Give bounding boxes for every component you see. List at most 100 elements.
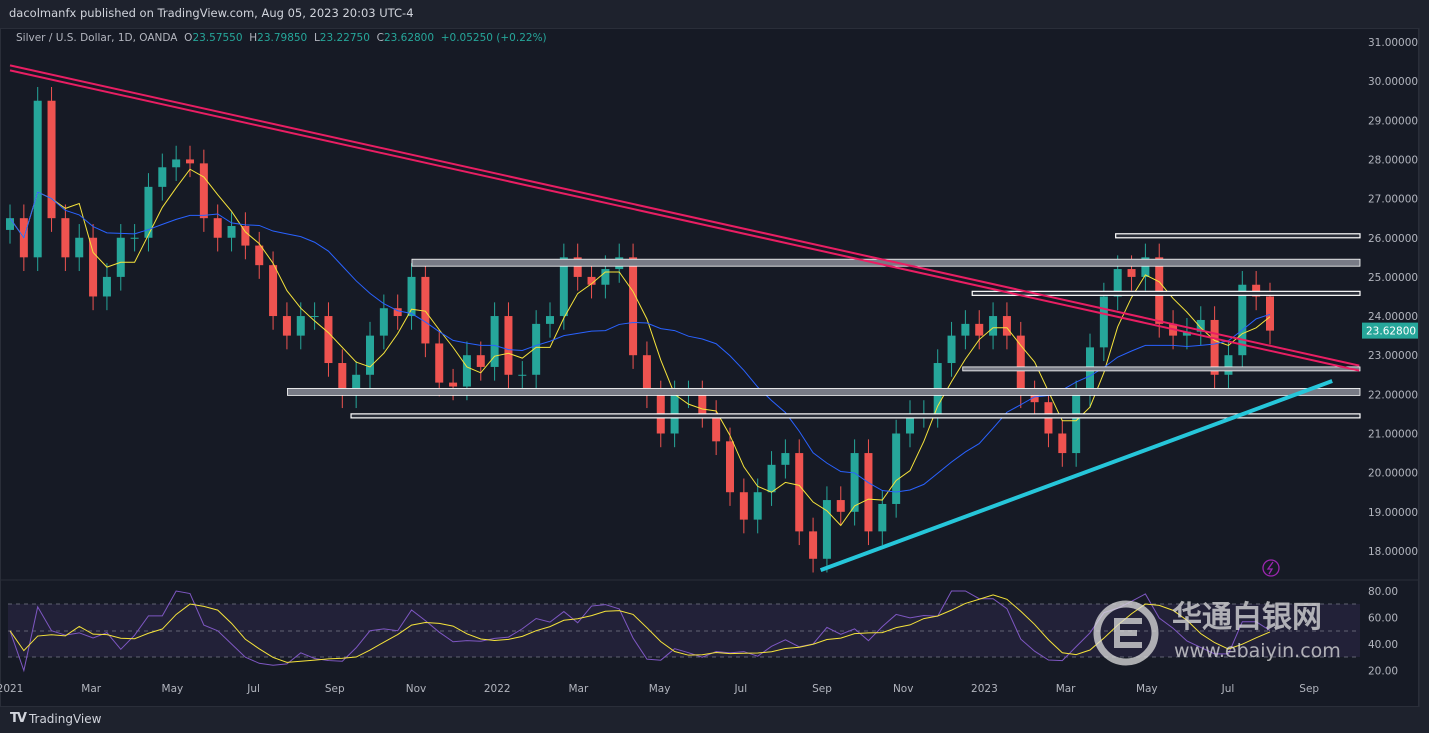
watermark: 华通白银网 www.ebaiyin.com (1090, 598, 1355, 668)
candle (393, 308, 402, 317)
time-tick-label: May (1136, 683, 1158, 695)
candle (379, 308, 388, 336)
candle (559, 257, 568, 317)
candle (130, 237, 139, 239)
rsi-tick-label: 60.00 (1368, 613, 1398, 625)
candle (1155, 257, 1164, 324)
candle (573, 257, 582, 277)
candle (836, 500, 845, 512)
tradingview-footer[interactable]: TV TradingView (10, 711, 101, 726)
candle (1182, 331, 1191, 336)
price-tick-label: 31.00000 (1368, 37, 1418, 49)
time-tick-label: Jul (733, 683, 747, 695)
time-tick-label: Sep (325, 683, 345, 695)
candle (1030, 394, 1039, 403)
price-tick-label: 28.00000 (1368, 154, 1418, 166)
last-price-label: 23.62800 (1366, 326, 1416, 338)
time-tick-label: Mar (81, 683, 101, 695)
high-label: H (249, 32, 258, 44)
last-price-badge (1362, 322, 1418, 339)
published-info: dacolmanfx published on TradingView.com,… (9, 6, 414, 20)
lightning-icon-bolt (1266, 561, 1274, 575)
ma-slow-line (9, 191, 1271, 493)
watermark-url: www.ebaiyin.com (1174, 640, 1341, 662)
candle (587, 276, 596, 285)
candle (102, 276, 111, 297)
candle (1113, 269, 1122, 297)
candle (947, 335, 956, 364)
watermark-title: 华通白银网 (1172, 600, 1322, 635)
candle (213, 218, 222, 238)
candle (476, 355, 485, 367)
time-tick-label: Jul (246, 683, 260, 695)
high-value: 23.79850 (257, 32, 308, 44)
time-tick-label: Sep (812, 683, 832, 695)
candle (158, 167, 167, 187)
symbol-title: Silver / U.S. Dollar, 1D, OANDA (16, 32, 178, 44)
candle (352, 374, 361, 395)
candle (366, 335, 374, 375)
candle (1127, 269, 1136, 277)
time-tick-label: 2022 (484, 683, 511, 695)
candle (795, 453, 804, 532)
candle (961, 323, 970, 336)
price-tick-label: 26.00000 (1368, 233, 1418, 245)
price-tick-label: 19.00000 (1368, 507, 1418, 519)
time-tick-label: Nov (893, 683, 914, 695)
candle (241, 226, 250, 246)
low-value: 23.22750 (319, 32, 370, 44)
tradingview-logo-icon: TV (10, 711, 27, 726)
candle (1058, 433, 1067, 454)
close-value: 23.62800 (383, 32, 435, 44)
candle (144, 186, 153, 238)
symbol-legend: Silver / U.S. Dollar, 1D, OANDA O23.5755… (16, 32, 547, 44)
candle (532, 323, 541, 375)
rsi-ma-line (9, 594, 1271, 663)
candle (629, 257, 638, 356)
candle (116, 237, 125, 277)
candle (421, 276, 430, 344)
time-tick-label: May (162, 683, 184, 695)
candle (1252, 284, 1261, 297)
candle (546, 316, 554, 324)
candle (1002, 316, 1011, 336)
level-line (971, 290, 1361, 296)
candle (642, 355, 651, 395)
rsi-tick-label: 40.00 (1368, 639, 1398, 651)
level-zone (962, 366, 1361, 372)
rsi-tick-label: 20.00 (1368, 666, 1398, 678)
time-tick-label: Mar (568, 683, 588, 695)
time-tick-label: Jul (1221, 683, 1235, 695)
candle (75, 237, 84, 258)
candle (518, 374, 527, 376)
downtrend-line (9, 69, 1360, 372)
candle (324, 316, 333, 364)
level-line (1115, 233, 1361, 239)
candle (878, 503, 887, 532)
candle (850, 453, 859, 512)
close-label: C (376, 32, 384, 44)
rsi-tick-label: 80.00 (1368, 586, 1398, 598)
candle (906, 413, 914, 434)
candle (227, 226, 236, 238)
candle (739, 492, 748, 520)
candle (186, 159, 194, 164)
candle (698, 394, 707, 414)
candle (712, 413, 721, 442)
candle (199, 163, 208, 219)
price-tick-label: 30.00000 (1368, 76, 1418, 88)
candle (753, 492, 762, 520)
candle (1141, 257, 1150, 277)
rsi-line (9, 590, 1271, 673)
candle (989, 316, 998, 336)
price-tick-label: 18.00000 (1368, 546, 1418, 558)
candle (407, 276, 416, 317)
price-tick-label: 27.00000 (1368, 194, 1418, 206)
downtrend-line (9, 64, 1360, 367)
candle (809, 531, 818, 559)
candle (781, 453, 790, 465)
uptrend-line (819, 379, 1333, 573)
candle (1016, 335, 1025, 395)
candle (822, 500, 831, 559)
price-tick-label: 21.00000 (1368, 429, 1418, 441)
